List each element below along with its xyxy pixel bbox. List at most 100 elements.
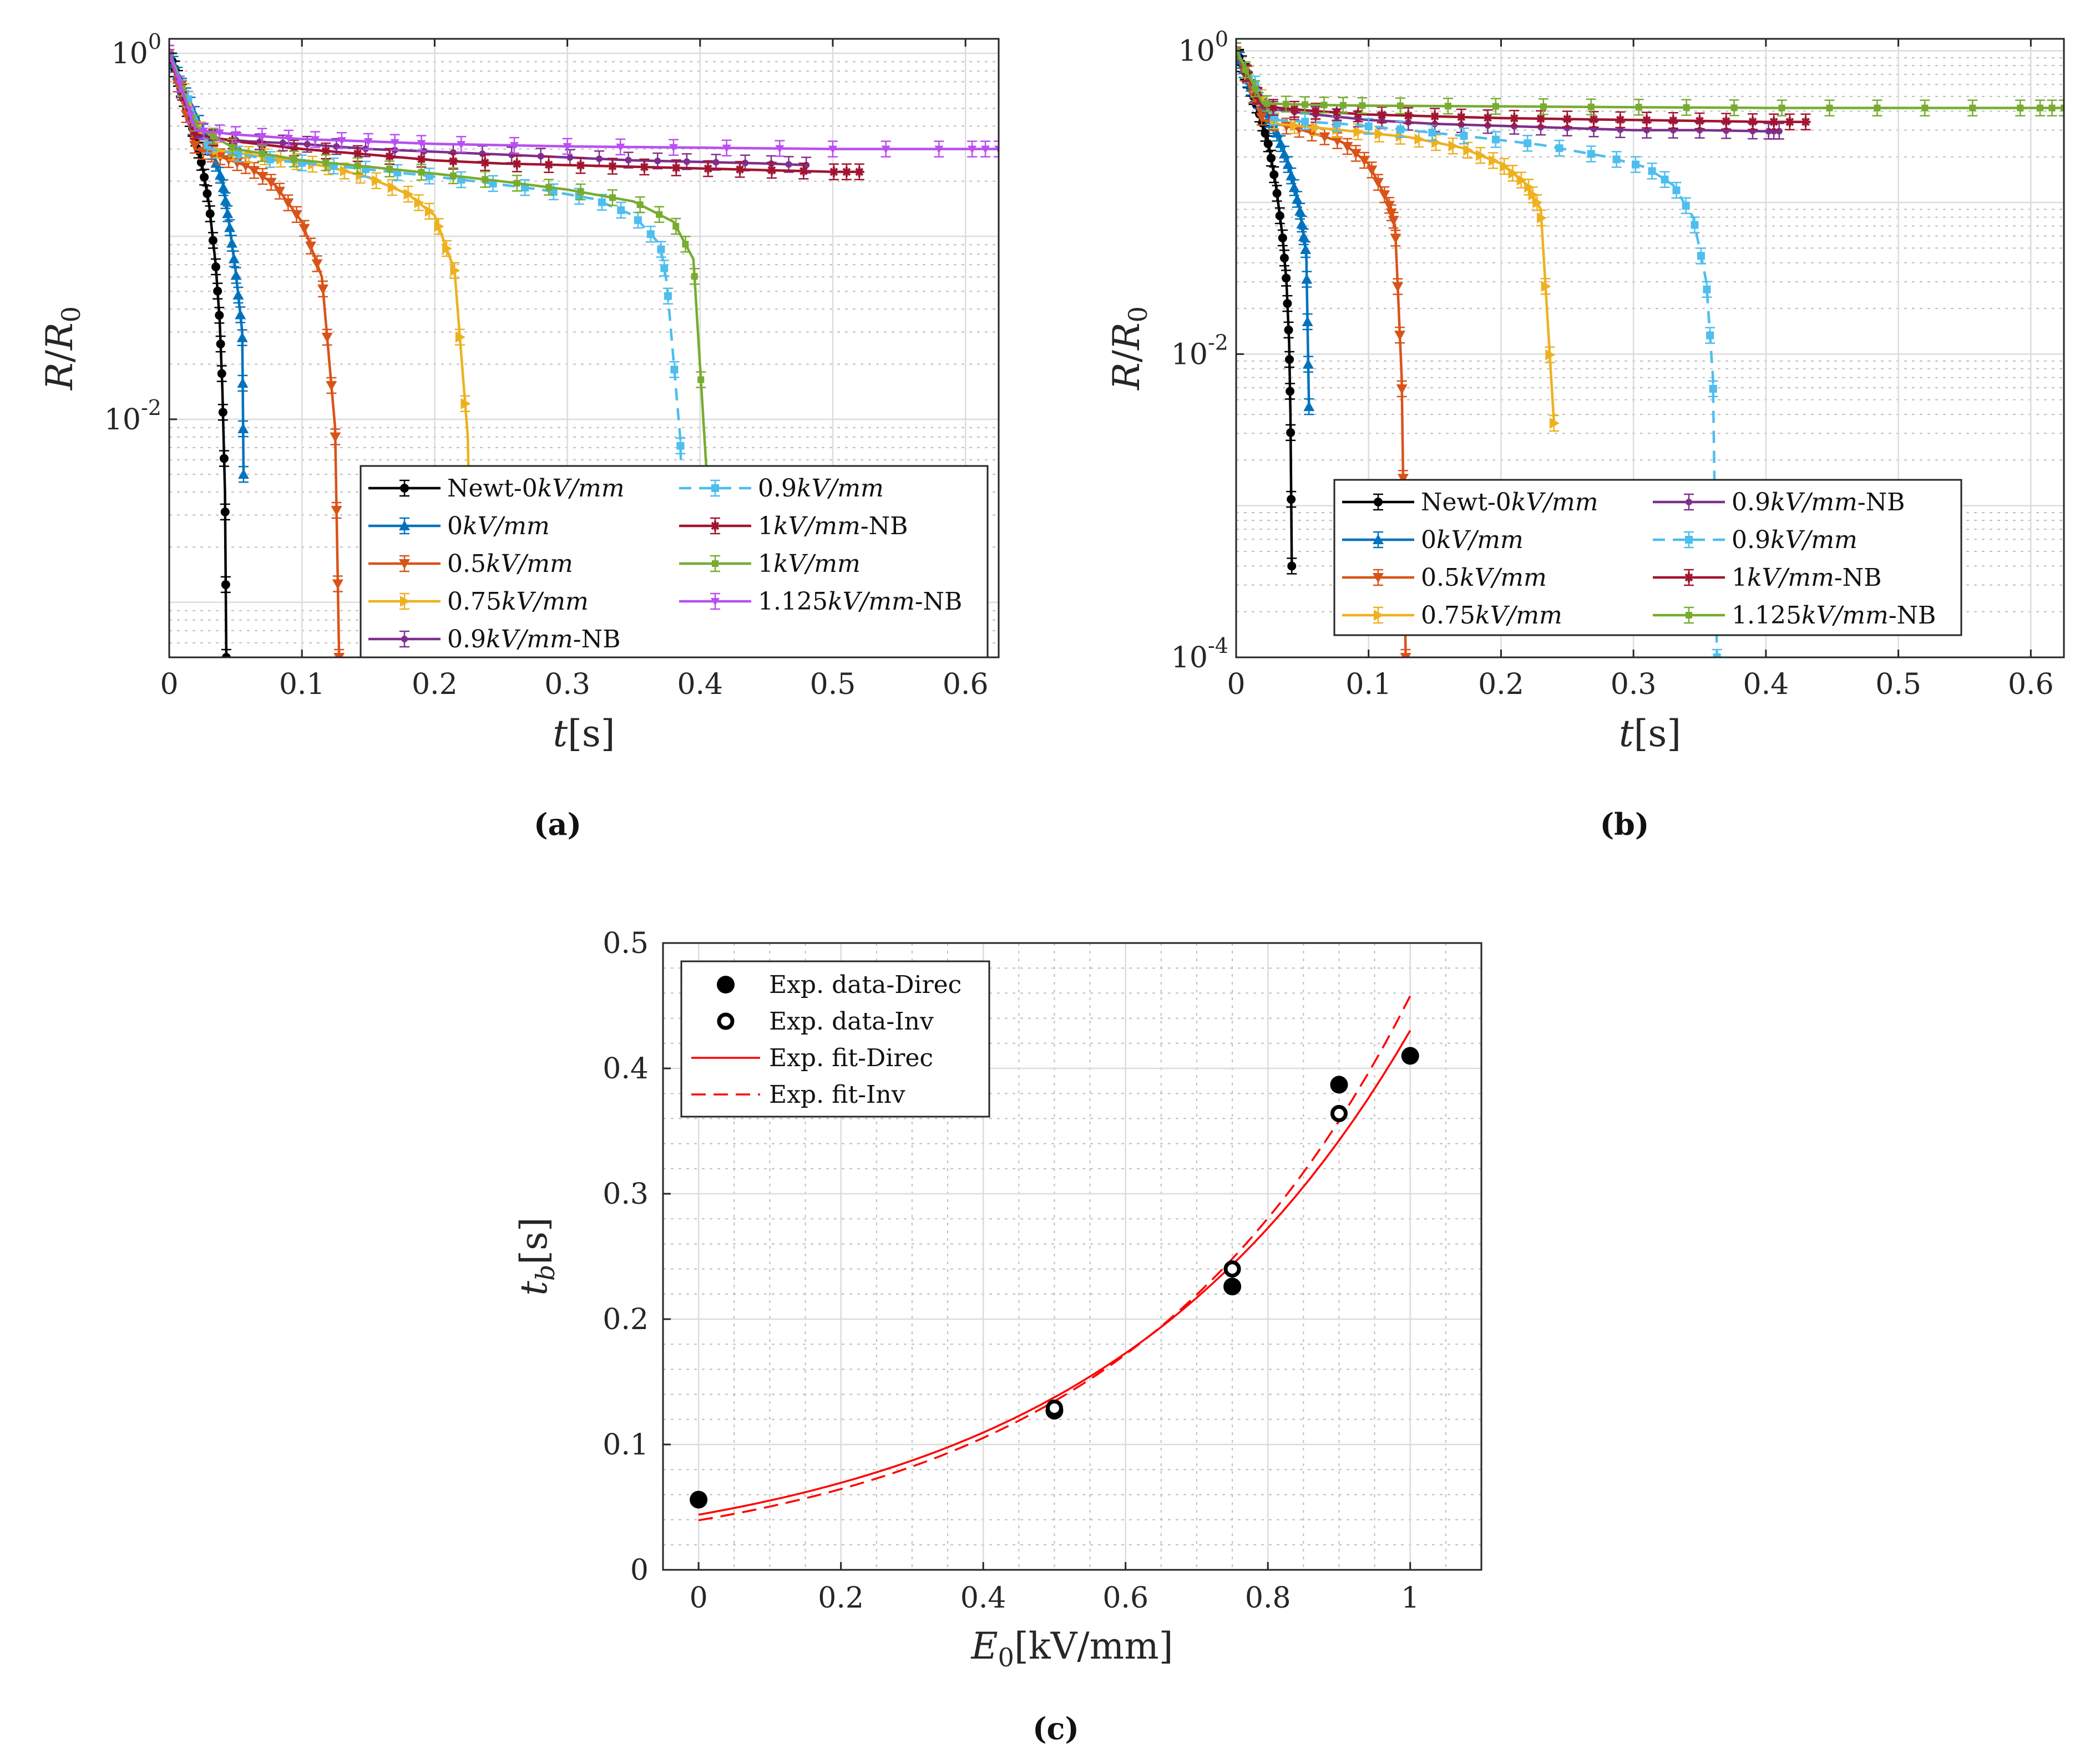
data-marker-a-8 [722,144,731,153]
legend-label-unit-a: kV/mm [773,550,861,578]
data-marker-a-2 [317,284,328,295]
data-marker-b-3 [1311,122,1322,134]
data-marker-a-4 [683,158,690,165]
data-marker-a-3 [460,398,471,409]
data-marker-a-1 [220,195,231,205]
data-marker-a-1 [210,158,222,168]
legend-label-unit-b: kV/mm [1770,488,1858,516]
legend-label-num-b: 1.125 [1732,601,1801,630]
data-marker-b-3 [1476,150,1486,161]
data-marker-b-0 [1263,139,1273,149]
data-marker-a-7 [545,184,553,191]
legend-label-num-a: 1.125 [758,587,828,616]
data-point-inv [1045,1399,1063,1417]
series-group-b [1236,42,2064,657]
x-tick-label-c: 1 [1401,1581,1419,1615]
data-marker-b-5 [1364,122,1373,130]
errorbar-b-5 [1712,648,1722,657]
data-marker-a-1 [237,377,249,388]
data-marker-b-6 [1668,115,1678,126]
data-marker-b-5 [1428,129,1436,137]
data-marker-a-8 [311,136,320,144]
data-marker-b-6 [1784,116,1795,127]
legend-label-num-b: 0.9 [1732,526,1770,554]
data-marker-b-5 [1703,285,1711,293]
data-marker-a-1 [224,222,236,232]
data-point-direc [1330,1076,1348,1094]
data-marker-b-3 [1549,417,1560,429]
x-tick-label-c: 0.4 [960,1581,1006,1615]
x-axis-label-var-a: t [553,712,568,755]
data-marker-b-3 [1508,168,1519,179]
data-marker-a-8 [390,139,399,147]
data-marker-b-6 [1748,116,1758,127]
data-marker-b-6 [1536,113,1546,124]
data-marker-b-5 [1491,135,1500,144]
x-tick-label-a: 0.2 [412,668,458,701]
data-marker-a-7 [354,162,361,169]
data-marker-b-5 [1672,186,1681,195]
errorbar-a-2 [334,648,345,657]
data-marker-b-0 [1275,211,1284,220]
x-axis-label-b: t[s] [1619,712,1681,755]
data-marker-a-8 [828,145,837,154]
data-marker-a-6 [607,161,618,171]
data-marker-b-1 [1296,218,1308,229]
data-marker-b-0 [1269,170,1279,179]
x-axis-label-unit-c: [kV/mm] [1014,1625,1173,1667]
legend-label-unit-a: kV/mm [502,587,589,616]
data-marker-a-1 [214,169,226,180]
x-axis-label-var-b: t [1619,712,1634,755]
data-marker-a-0 [203,189,212,199]
data-marker-b-3 [1537,212,1547,224]
data-marker-b-6 [1588,114,1599,125]
data-marker-a-4 [654,158,661,165]
data-marker-a-5 [234,150,242,158]
legend-label-c: Exp. data-Inv [769,1007,934,1036]
data-marker-a-6 [639,162,650,173]
legend-label-unit-b: kV/mm [1475,601,1562,630]
legend-label-num-a: 0.9 [758,474,797,503]
data-marker-a-7 [259,150,266,157]
errorbar-b-2 [1400,648,1411,657]
data-marker-a-2 [332,579,343,590]
data-marker-b-0 [1285,354,1294,364]
data-marker-b-7 [1921,104,1929,111]
data-marker-a-2 [326,381,337,391]
data-marker-b-1 [1286,170,1297,181]
y-axis-label-var-c: t [513,1281,555,1296]
y-tick-base-b: 10 [1171,338,1208,371]
data-marker-b-6 [1289,104,1300,114]
data-marker-b-7 [1252,85,1259,92]
data-marker-b-6 [1694,115,1705,126]
data-marker-b-7 [1302,101,1309,108]
data-marker-b-1 [1292,194,1303,204]
data-marker-a-8 [968,145,977,154]
data-marker-b-2 [1394,331,1406,341]
data-marker-b-1 [1288,182,1300,192]
legend-label-unit-a: kV/mm [828,587,915,616]
legend-marker-a [399,520,410,530]
data-marker-a-3 [434,221,444,232]
data-marker-a-8 [994,145,999,154]
data-marker-a-7 [449,172,457,179]
data-marker-a-2 [321,332,333,343]
data-marker-a-5 [660,264,669,272]
legend-label-b: 1kV/mm-NB [1732,564,1881,592]
legend-label-b: 0.75kV/mm [1421,601,1562,630]
legend-box-b [1333,479,1962,636]
data-marker-a-2 [198,146,209,157]
y-tick-exp-a: 0 [148,29,161,54]
errorbar-a-8 [169,44,174,62]
data-marker-a-0 [213,286,222,296]
data-marker-a-0 [218,408,227,417]
data-marker-b-2 [1359,155,1370,166]
data-marker-a-8 [881,145,890,154]
data-marker-a-2 [282,198,294,209]
data-marker-a-3 [450,265,460,276]
data-marker-a-6 [480,158,490,168]
data-marker-a-3 [424,205,435,217]
data-marker-a-8 [231,131,240,139]
y-tick-label-c: 0.3 [603,1178,649,1211]
data-marker-b-1 [1302,358,1314,369]
